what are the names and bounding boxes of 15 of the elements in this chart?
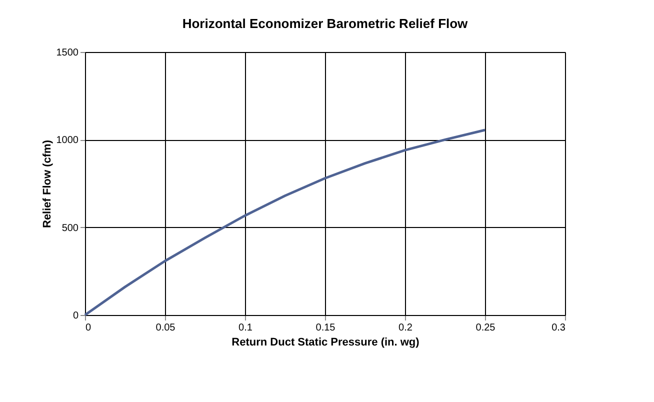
- x-tick-label: 0.1: [238, 322, 253, 334]
- x-tick-label: 0.25: [476, 322, 496, 334]
- y-tick-label: 1500: [56, 48, 79, 58]
- x-axis-title: Return Duct Static Pressure (in. wg): [232, 336, 420, 348]
- y-axis-title: Relief Flow (cfm): [41, 140, 54, 228]
- y-tick-label: 500: [62, 222, 79, 234]
- x-tick-label: 0.05: [156, 322, 176, 334]
- x-tick-label: 0.2: [398, 322, 413, 334]
- x-tick-label: 0.3: [552, 322, 566, 334]
- x-tick-label: 0: [86, 322, 92, 334]
- y-tick-label: 1000: [56, 135, 79, 146]
- x-tick-label: 0.15: [316, 322, 336, 334]
- y-tick-label: 0: [72, 310, 79, 322]
- chart-title: Horizontal Economizer Barometric Relief Flow: [182, 16, 469, 31]
- line-series: [84, 128, 486, 316]
